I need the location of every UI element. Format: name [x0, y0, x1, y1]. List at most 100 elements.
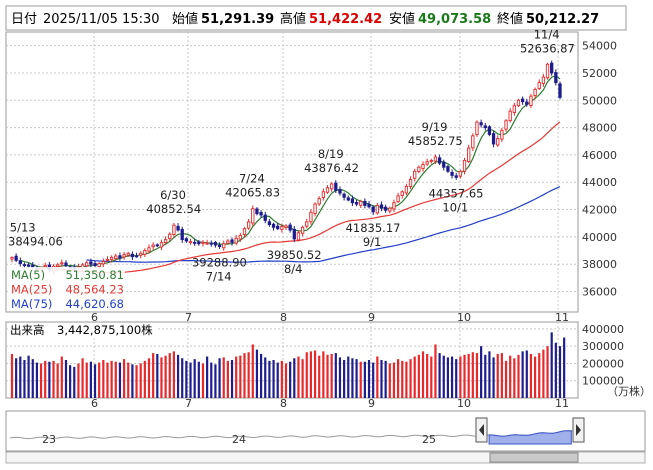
candle — [354, 199, 359, 207]
navigator-x-tick-label: 24 — [232, 433, 246, 446]
price-y-tick-label: 52000 — [582, 67, 617, 80]
candle — [462, 157, 467, 175]
candle — [350, 195, 355, 206]
volume-bar — [459, 356, 462, 398]
volume-y-tick-label: 100000 — [582, 375, 624, 388]
volume-title-label: 出来高 — [10, 323, 45, 337]
navigator-scrollbar[interactable] — [5, 451, 646, 464]
navigator-scroll-thumb[interactable] — [489, 452, 579, 463]
candle-body — [180, 228, 184, 241]
candle — [417, 165, 421, 174]
candle-body — [442, 161, 446, 168]
navigator-right-handle[interactable] — [572, 417, 585, 443]
volume-bar — [114, 361, 117, 398]
volume-bar — [351, 358, 354, 398]
volume-bar — [10, 353, 14, 398]
candle — [467, 144, 471, 163]
candle — [545, 62, 550, 80]
volume-bar — [222, 357, 225, 398]
candle-body — [284, 225, 288, 229]
candle — [520, 96, 525, 105]
volume-bar — [193, 359, 196, 398]
candle-body — [545, 63, 550, 79]
volume-bar — [122, 359, 126, 398]
candle — [263, 211, 267, 224]
candle-body — [475, 121, 479, 136]
candle — [442, 159, 446, 171]
candle — [541, 74, 546, 87]
volume-bar — [442, 355, 445, 398]
candle — [197, 240, 201, 246]
volume-bar — [77, 363, 80, 398]
volume-bar — [98, 362, 101, 398]
legend-series-value: 44,620.68 — [65, 297, 124, 311]
candle-body — [176, 225, 180, 231]
volume-bar — [492, 357, 495, 398]
volume-bar — [533, 356, 537, 398]
annotation-date: 8/4 — [284, 262, 303, 276]
navigator-left-handle[interactable] — [475, 417, 488, 443]
candle-body — [392, 202, 396, 210]
candle-body — [379, 204, 384, 209]
volume-bar — [455, 359, 458, 398]
candle — [222, 240, 226, 251]
navigator[interactable]: 23 24 25 — [5, 410, 646, 464]
candle-body — [118, 255, 122, 259]
volume-bar — [230, 360, 234, 398]
candle-body — [230, 239, 234, 243]
candle-body — [101, 261, 105, 265]
header-high-value: 51,422.42 — [309, 12, 382, 27]
candle — [371, 205, 375, 216]
volume-bar — [272, 360, 275, 398]
candle-body — [491, 133, 496, 145]
annotation-date: 7/14 — [206, 270, 232, 284]
volume-bar — [392, 362, 396, 398]
volume-bar — [475, 353, 479, 398]
volume-y-tick-label: 300000 — [582, 340, 624, 353]
candle — [305, 218, 309, 229]
candle — [508, 108, 512, 123]
volume-bar — [251, 344, 254, 398]
candle — [122, 251, 126, 260]
candle — [155, 243, 159, 248]
volume-bar — [434, 344, 437, 398]
volume-bar — [73, 366, 76, 398]
candle-body — [64, 262, 68, 267]
candle — [334, 180, 338, 193]
volume-bar — [426, 353, 429, 398]
volume-bar — [243, 353, 246, 398]
volume-bar — [164, 355, 167, 398]
volume-bar — [554, 342, 557, 398]
volume-bar — [330, 353, 333, 398]
candle — [375, 202, 379, 215]
volume-bar — [81, 358, 84, 398]
candle-body — [10, 256, 14, 260]
candle — [491, 131, 496, 148]
volume-bar — [259, 353, 263, 398]
volume-bar — [380, 360, 383, 398]
candle-body — [508, 110, 512, 121]
candle — [105, 256, 110, 262]
volume-bar — [500, 353, 503, 398]
volume-bar — [430, 356, 433, 398]
header-bar: 日付 2025/11/05 15:30 始値 51,291.39 高値 51,4… — [5, 5, 627, 31]
candle — [255, 207, 259, 216]
candle-body — [155, 244, 159, 247]
header-close-label: 終値 — [497, 11, 523, 27]
candle — [504, 118, 508, 132]
candle — [408, 176, 413, 190]
candle — [525, 98, 529, 107]
candle — [230, 237, 234, 246]
candle-body — [404, 185, 409, 194]
candle — [512, 102, 516, 116]
volume-bar — [517, 354, 520, 398]
volume-bar — [226, 360, 229, 398]
volume-bar — [93, 364, 97, 398]
volume-bar — [276, 362, 279, 398]
candle — [496, 135, 500, 147]
volume-bar — [31, 359, 34, 398]
candle-body — [193, 241, 197, 244]
candle — [363, 198, 367, 209]
volume-bar — [309, 351, 313, 398]
